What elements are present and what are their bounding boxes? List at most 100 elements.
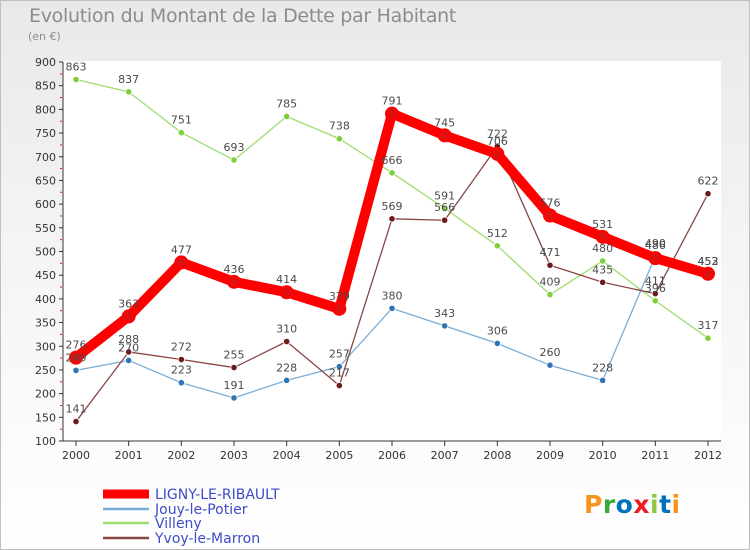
data-label: 745 <box>434 116 455 129</box>
data-point <box>125 356 133 365</box>
y-tick-label: 250 <box>35 364 56 377</box>
data-label: 576 <box>540 196 561 209</box>
proxiti-logo: Proxiti <box>584 490 681 519</box>
data-point <box>72 75 80 84</box>
data-point <box>385 106 399 121</box>
data-label: 363 <box>118 297 139 310</box>
data-label: 191 <box>224 379 245 392</box>
data-label: 228 <box>592 361 613 374</box>
data-label: 272 <box>171 341 192 354</box>
data-label: 791 <box>382 95 403 108</box>
data-point <box>177 355 185 364</box>
data-point <box>651 290 659 298</box>
data-label: 255 <box>224 349 245 362</box>
data-label: 317 <box>698 319 719 332</box>
data-label: 622 <box>698 175 719 188</box>
data-point <box>701 266 715 281</box>
data-label: 310 <box>276 323 297 336</box>
data-point <box>599 257 607 265</box>
data-point <box>335 381 343 390</box>
logo-letter: r <box>602 490 616 519</box>
x-tick-label: 2006 <box>378 449 406 462</box>
data-label: 257 <box>329 348 350 361</box>
data-label: 414 <box>276 273 297 286</box>
data-point <box>121 309 136 324</box>
y-tick-label: 450 <box>35 269 56 282</box>
data-point <box>543 208 557 223</box>
y-tick-label: 750 <box>35 127 56 140</box>
data-label: 396 <box>645 282 666 295</box>
logo-letter: P <box>584 490 603 519</box>
data-point <box>546 361 554 369</box>
logo-letter: o <box>615 490 634 519</box>
data-label: 666 <box>382 154 403 167</box>
data-point <box>174 255 189 270</box>
data-point <box>490 146 505 161</box>
y-tick-label: 700 <box>35 151 56 164</box>
data-label: 276 <box>66 339 87 352</box>
data-point <box>230 394 238 402</box>
y-tick-label: 650 <box>35 174 56 187</box>
data-point <box>441 322 449 330</box>
x-tick-label: 2010 <box>589 449 617 462</box>
x-tick-label: 2007 <box>431 449 459 462</box>
x-tick-label: 2000 <box>62 449 90 462</box>
data-label: 436 <box>224 263 245 276</box>
chart-subtitle: (en €) <box>28 30 61 43</box>
data-label: 228 <box>276 361 297 374</box>
data-point <box>72 417 80 426</box>
data-point <box>283 376 291 384</box>
data-label: 379 <box>329 290 350 303</box>
x-tick-label: 2008 <box>483 449 511 462</box>
data-point <box>648 251 663 266</box>
data-point <box>335 363 343 371</box>
data-point <box>279 285 294 300</box>
y-tick-label: 200 <box>35 388 56 401</box>
data-point <box>230 156 238 164</box>
data-point <box>493 339 501 348</box>
data-label: 480 <box>592 242 613 255</box>
data-point <box>704 334 712 342</box>
data-label: 452 <box>698 255 719 268</box>
x-tick-label: 2001 <box>115 449 143 462</box>
data-label: 591 <box>434 189 455 202</box>
data-label: 693 <box>224 141 245 154</box>
y-tick-label: 350 <box>35 317 56 330</box>
data-label: 490 <box>645 237 666 250</box>
data-point <box>72 366 80 375</box>
x-tick-label: 2002 <box>167 449 195 462</box>
data-label: 260 <box>540 346 561 359</box>
chart-title: Evolution du Montant de la Dette par Hab… <box>29 5 457 27</box>
data-point <box>283 112 291 121</box>
y-tick-label: 150 <box>35 411 56 424</box>
data-label: 837 <box>118 73 139 86</box>
legend-label: Jouy-le-Potier <box>154 502 248 518</box>
data-point <box>441 216 449 224</box>
logo-letter: x <box>633 490 650 519</box>
data-label: 738 <box>329 120 350 133</box>
y-tick-label: 100 <box>35 435 56 448</box>
data-point <box>437 128 452 143</box>
data-label: 409 <box>540 276 561 289</box>
data-label: 306 <box>487 324 508 337</box>
y-tick-label: 500 <box>35 246 56 259</box>
data-point <box>388 304 396 312</box>
y-tick-label: 550 <box>35 222 56 235</box>
data-point <box>651 297 659 305</box>
data-label: 722 <box>487 127 508 140</box>
y-tick-label: 900 <box>35 56 56 69</box>
legend-label: LIGNY-LE-RIBAULT <box>155 487 280 503</box>
data-label: 566 <box>434 201 455 214</box>
data-point <box>441 204 449 212</box>
data-point <box>546 261 554 269</box>
x-tick-label: 2012 <box>694 449 722 462</box>
data-point <box>388 169 396 177</box>
y-tick-label: 850 <box>35 80 56 93</box>
data-label: 217 <box>329 367 350 380</box>
data-point <box>230 363 238 372</box>
data-point <box>388 215 396 223</box>
x-tick-label: 2004 <box>273 449 301 462</box>
data-label: 569 <box>382 200 403 213</box>
